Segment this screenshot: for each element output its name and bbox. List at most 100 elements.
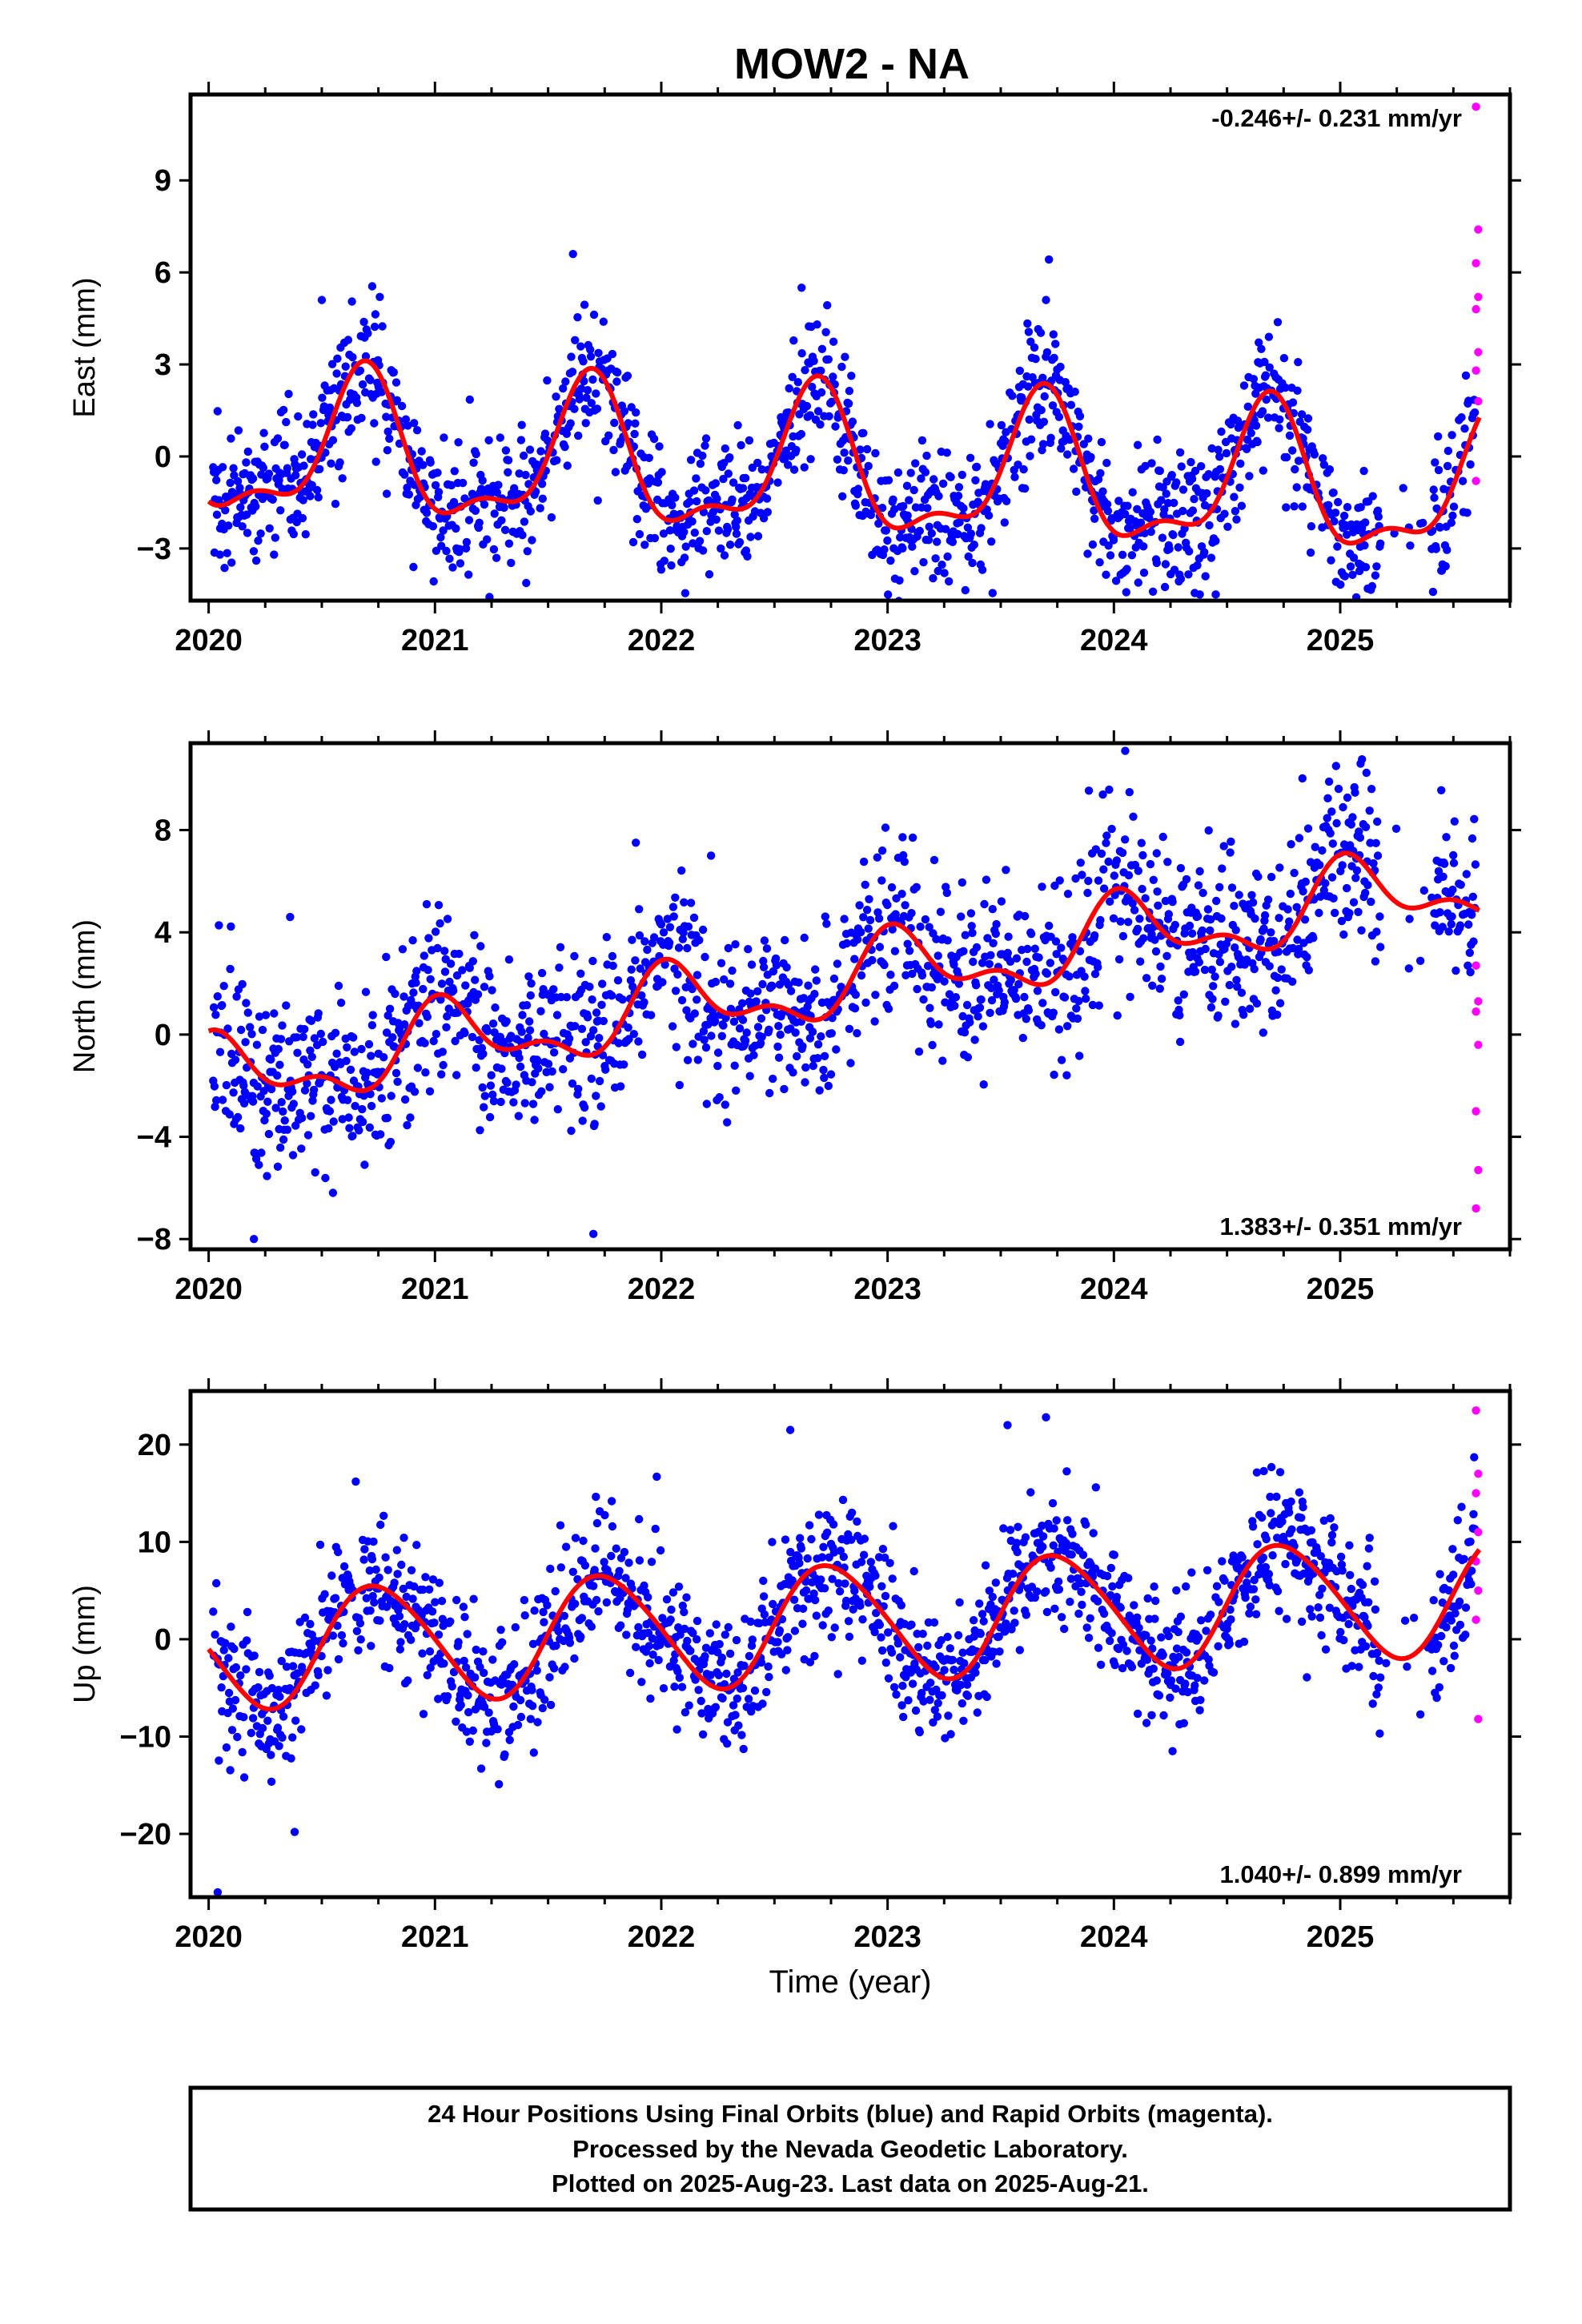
final-orbit-point bbox=[1250, 1575, 1259, 1585]
final-orbit-point bbox=[344, 1113, 353, 1122]
final-orbit-point bbox=[1112, 1593, 1122, 1602]
final-orbit-point bbox=[844, 399, 853, 408]
final-orbit-point bbox=[404, 421, 412, 430]
final-orbit-point bbox=[823, 1528, 832, 1538]
final-orbit-point bbox=[434, 901, 444, 910]
final-orbit-point bbox=[693, 995, 701, 1004]
final-orbit-point bbox=[607, 1497, 616, 1506]
final-orbit-point bbox=[464, 1707, 473, 1717]
final-orbit-point bbox=[308, 420, 317, 429]
final-orbit-point bbox=[436, 533, 445, 542]
final-orbit-point bbox=[412, 979, 420, 987]
final-orbit-point bbox=[908, 969, 917, 979]
final-orbit-point bbox=[930, 1618, 939, 1627]
final-orbit-point bbox=[701, 1652, 709, 1661]
final-orbit-point bbox=[498, 1638, 507, 1647]
final-orbit-point bbox=[282, 1663, 291, 1671]
final-orbit-point bbox=[1010, 1606, 1018, 1615]
final-orbit-point bbox=[829, 337, 838, 346]
final-orbit-point bbox=[552, 1641, 560, 1651]
final-orbit-point bbox=[1011, 994, 1021, 1003]
final-orbit-point bbox=[816, 420, 825, 429]
final-orbit-point bbox=[841, 1579, 849, 1588]
final-orbit-point bbox=[1072, 1004, 1081, 1013]
final-orbit-point bbox=[438, 1047, 447, 1056]
final-orbit-point bbox=[1050, 881, 1059, 891]
final-orbit-point bbox=[1024, 328, 1034, 336]
final-orbit-point bbox=[945, 990, 954, 999]
final-orbit-point bbox=[682, 1006, 691, 1015]
final-orbit-point bbox=[1315, 860, 1324, 870]
final-orbit-point bbox=[1162, 489, 1170, 498]
final-orbit-point bbox=[1082, 1623, 1091, 1632]
x-tick-label: 2025 bbox=[1307, 624, 1375, 657]
final-orbit-point bbox=[590, 1120, 599, 1128]
final-orbit-point bbox=[1188, 947, 1198, 957]
final-orbit-point bbox=[323, 1666, 332, 1675]
final-orbit-points bbox=[209, 103, 1483, 601]
final-orbit-point bbox=[788, 1576, 797, 1585]
final-orbit-point bbox=[760, 1610, 769, 1619]
final-orbit-point bbox=[226, 1766, 235, 1775]
final-orbit-point bbox=[734, 1721, 743, 1730]
final-orbit-point bbox=[608, 349, 617, 359]
final-orbit-point bbox=[613, 368, 622, 377]
final-orbit-point bbox=[721, 1630, 729, 1639]
final-orbit-point bbox=[723, 1718, 733, 1727]
final-orbit-point bbox=[824, 1081, 833, 1091]
final-orbit-point bbox=[298, 513, 307, 523]
final-orbit-point bbox=[265, 524, 274, 533]
final-orbit-point bbox=[792, 445, 801, 454]
final-orbit-point bbox=[588, 375, 597, 384]
final-orbit-point bbox=[1232, 975, 1241, 985]
final-orbit-point bbox=[429, 577, 438, 586]
final-orbit-point bbox=[817, 366, 825, 376]
final-orbit-point bbox=[568, 249, 577, 259]
final-orbit-point bbox=[1471, 860, 1480, 869]
final-orbit-point bbox=[1185, 547, 1194, 556]
final-orbit-point bbox=[513, 1720, 523, 1730]
final-orbit-point bbox=[468, 1032, 477, 1042]
final-orbit-point bbox=[463, 1630, 472, 1638]
final-orbit-point bbox=[375, 1573, 383, 1582]
final-orbit-point bbox=[1151, 1596, 1160, 1606]
final-orbit-point bbox=[291, 471, 300, 480]
final-orbit-point bbox=[1114, 497, 1123, 505]
final-orbit-point bbox=[673, 1667, 682, 1676]
final-orbit-point bbox=[1051, 340, 1060, 348]
final-orbit-point bbox=[488, 1090, 497, 1100]
final-orbit-point bbox=[410, 419, 419, 428]
final-orbit-point bbox=[1063, 450, 1072, 459]
final-orbit-point bbox=[1004, 932, 1013, 941]
final-orbit-point bbox=[821, 328, 830, 336]
final-orbit-point bbox=[729, 1701, 738, 1710]
final-orbit-point bbox=[516, 436, 526, 444]
final-orbit-point bbox=[960, 1028, 970, 1037]
final-orbit-point bbox=[1299, 1502, 1307, 1512]
final-orbit-point bbox=[640, 998, 648, 1007]
final-orbit-point bbox=[615, 1566, 624, 1576]
final-orbit-point bbox=[516, 1712, 526, 1722]
final-orbit-point bbox=[331, 500, 340, 509]
final-orbit-point bbox=[793, 1051, 801, 1061]
final-orbit-point bbox=[1434, 465, 1443, 475]
final-orbit-point bbox=[448, 563, 457, 572]
final-orbit-point bbox=[589, 1026, 598, 1035]
final-orbit-point bbox=[955, 1598, 964, 1607]
final-orbit-point bbox=[400, 1620, 409, 1629]
final-orbit-point bbox=[1415, 1710, 1425, 1719]
final-orbit-point bbox=[717, 544, 725, 553]
final-orbit-point bbox=[765, 1025, 773, 1035]
final-orbit-point bbox=[446, 1617, 455, 1626]
final-orbit-point bbox=[588, 1229, 598, 1239]
final-orbit-point bbox=[745, 436, 754, 445]
final-orbit-point bbox=[1275, 863, 1284, 872]
final-orbit-point bbox=[590, 1566, 599, 1574]
final-orbit-point bbox=[948, 1655, 958, 1664]
final-orbit-point bbox=[856, 445, 865, 454]
final-orbit-point bbox=[635, 931, 644, 940]
final-orbit-point bbox=[225, 1110, 234, 1119]
final-orbit-point bbox=[1185, 921, 1195, 931]
final-orbit-point bbox=[587, 1074, 596, 1084]
final-orbit-point bbox=[1050, 1070, 1058, 1080]
